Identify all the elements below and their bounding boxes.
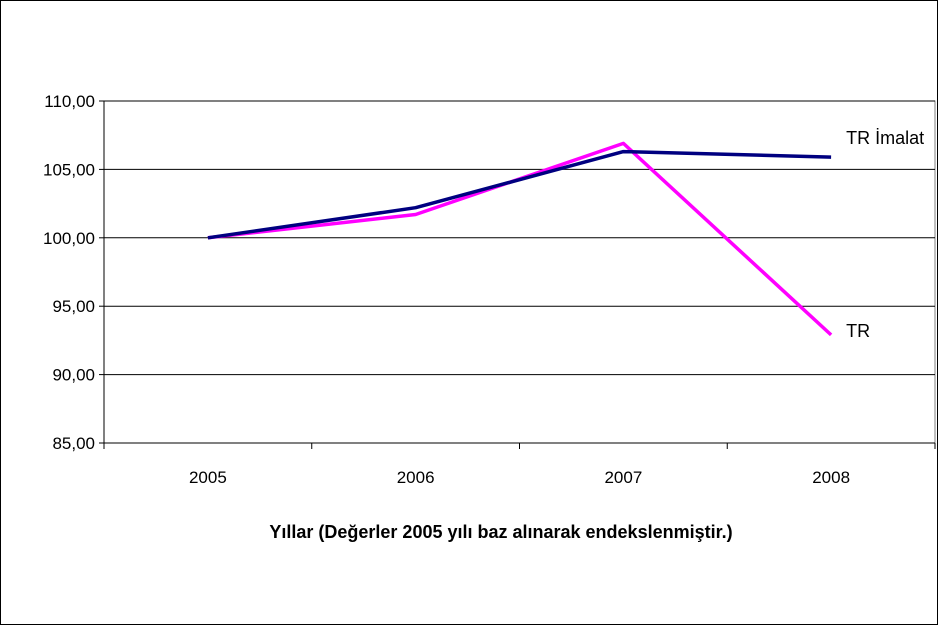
plot-area xyxy=(103,100,936,444)
series-label-tr-imalat: TR İmalat xyxy=(846,128,924,148)
x-tick-label: 2007 xyxy=(604,468,642,487)
x-tick-label: 2005 xyxy=(189,468,227,487)
series-line-tr-imalat xyxy=(207,149,832,240)
axes xyxy=(99,100,936,449)
y-tick-label: 110,00 xyxy=(44,92,95,111)
y-tick-label: 105,00 xyxy=(43,160,95,179)
y-tick-label: 90,00 xyxy=(52,366,95,385)
y-tick-label: 85,00 xyxy=(52,434,95,453)
x-tick-label: 2008 xyxy=(812,468,850,487)
y-tick-label: 95,00 xyxy=(52,297,95,316)
x-tick-label: 2006 xyxy=(397,468,435,487)
labels: 85,00 90,00 95,00 100,00 105,00 110,00 2005 200… xyxy=(43,92,924,487)
x-axis-title: Yıllar (Değerler 2005 yılı baz alınarak … xyxy=(269,522,732,542)
gridlines xyxy=(103,100,936,444)
series-label-tr: TR xyxy=(846,321,870,341)
y-tick-label: 100,00 xyxy=(43,229,95,248)
series-lines xyxy=(207,141,833,337)
